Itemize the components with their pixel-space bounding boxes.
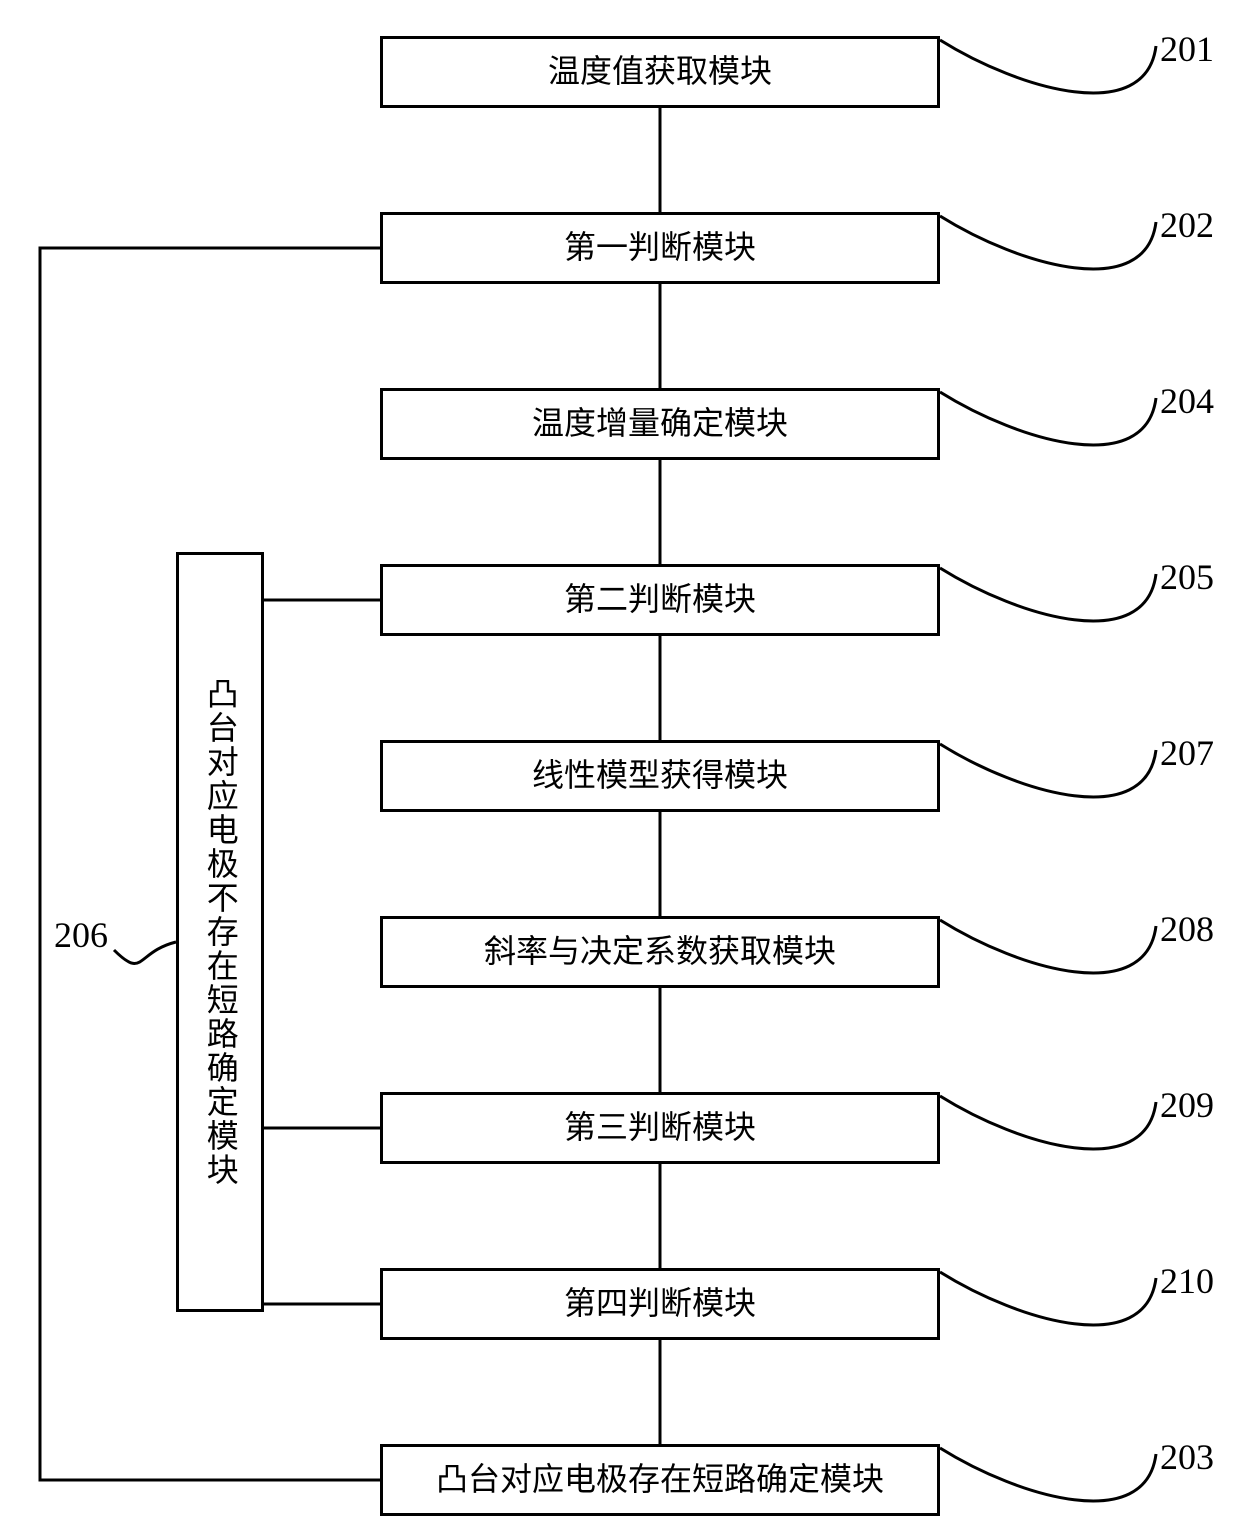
ref-label-205: 205 (1160, 556, 1214, 598)
node-label-n203: 凸台对应电极存在短路确定模块 (436, 1462, 884, 1497)
node-label-n209: 第三判断模块 (564, 1110, 756, 1145)
ref-label-208: 208 (1160, 908, 1214, 950)
ref-label-203: 203 (1160, 1436, 1214, 1478)
node-label-n206: 凸台对应电极不存在短路确定模块 (199, 677, 241, 1187)
flowchart-diagram: 温度值获取模块 201 第一判断模块 202 温度增量确定模块 204 第二判断模块 205 线… (0, 0, 1240, 1532)
node-n208: 斜率与决定系数获取模块 (380, 916, 940, 988)
ref-label-207: 207 (1160, 732, 1214, 774)
ref-label-206: 206 (54, 914, 108, 956)
node-label-n205: 第二判断模块 (564, 582, 756, 617)
node-label-n210: 第四判断模块 (564, 1286, 756, 1321)
node-n207: 线性模型获得模块 (380, 740, 940, 812)
ref-label-204: 204 (1160, 380, 1214, 422)
node-label-n204: 温度增量确定模块 (532, 406, 788, 441)
node-n204: 温度增量确定模块 (380, 388, 940, 460)
node-label-n207: 线性模型获得模块 (532, 758, 788, 793)
node-label-n202: 第一判断模块 (564, 230, 756, 265)
node-n206: 凸台对应电极不存在短路确定模块 (176, 552, 264, 1312)
node-n210: 第四判断模块 (380, 1268, 940, 1340)
ref-label-201: 201 (1160, 28, 1214, 70)
node-n201: 温度值获取模块 (380, 36, 940, 108)
node-label-n201: 温度值获取模块 (548, 54, 772, 89)
ref-label-209: 209 (1160, 1084, 1214, 1126)
ref-label-202: 202 (1160, 204, 1214, 246)
node-n203: 凸台对应电极存在短路确定模块 (380, 1444, 940, 1516)
node-n209: 第三判断模块 (380, 1092, 940, 1164)
node-n205: 第二判断模块 (380, 564, 940, 636)
ref-label-210: 210 (1160, 1260, 1214, 1302)
node-n202: 第一判断模块 (380, 212, 940, 284)
node-label-n208: 斜率与决定系数获取模块 (484, 934, 836, 969)
